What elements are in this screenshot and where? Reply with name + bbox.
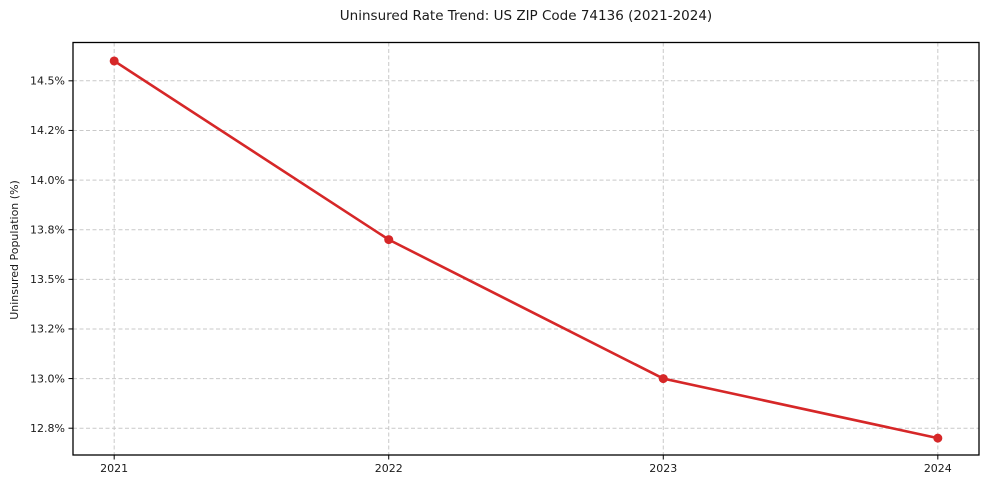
chart-title: Uninsured Rate Trend: US ZIP Code 74136 … bbox=[340, 8, 712, 24]
y-tick-label: 14.0% bbox=[30, 174, 65, 187]
data-point-2021 bbox=[109, 56, 119, 66]
trend-line bbox=[112, 59, 940, 440]
y-tick-label: 12.8% bbox=[30, 422, 65, 435]
y-tick-label: 13.8% bbox=[30, 223, 65, 236]
y-tick-label: 14.5% bbox=[30, 75, 65, 88]
y-tick-label: 13.0% bbox=[30, 372, 65, 385]
tick-label-layer: 12.8% 13.0% 13.2% 13.5% 13.8% 14.0% 14.2% 14.5%… bbox=[30, 75, 952, 475]
tick-layer bbox=[68, 80, 939, 460]
grid-layer bbox=[73, 42, 979, 455]
x-tick-label: 2023 bbox=[649, 462, 677, 475]
x-tick-label: 2024 bbox=[924, 462, 952, 475]
x-tick-label: 2022 bbox=[375, 462, 403, 475]
data-point-2024 bbox=[933, 433, 943, 443]
series-layer bbox=[109, 56, 943, 443]
y-tick-label: 14.2% bbox=[30, 124, 65, 137]
axes-frame bbox=[72, 41, 980, 456]
y-tick-label: 13.5% bbox=[30, 273, 65, 286]
y-axis-label: Uninsured Population (%) bbox=[8, 180, 21, 320]
data-point-2023 bbox=[658, 374, 668, 384]
plot-area bbox=[73, 42, 979, 455]
x-tick-label: 2021 bbox=[100, 462, 128, 475]
data-point-2022 bbox=[384, 235, 394, 245]
y-tick-label: 13.2% bbox=[30, 323, 65, 336]
